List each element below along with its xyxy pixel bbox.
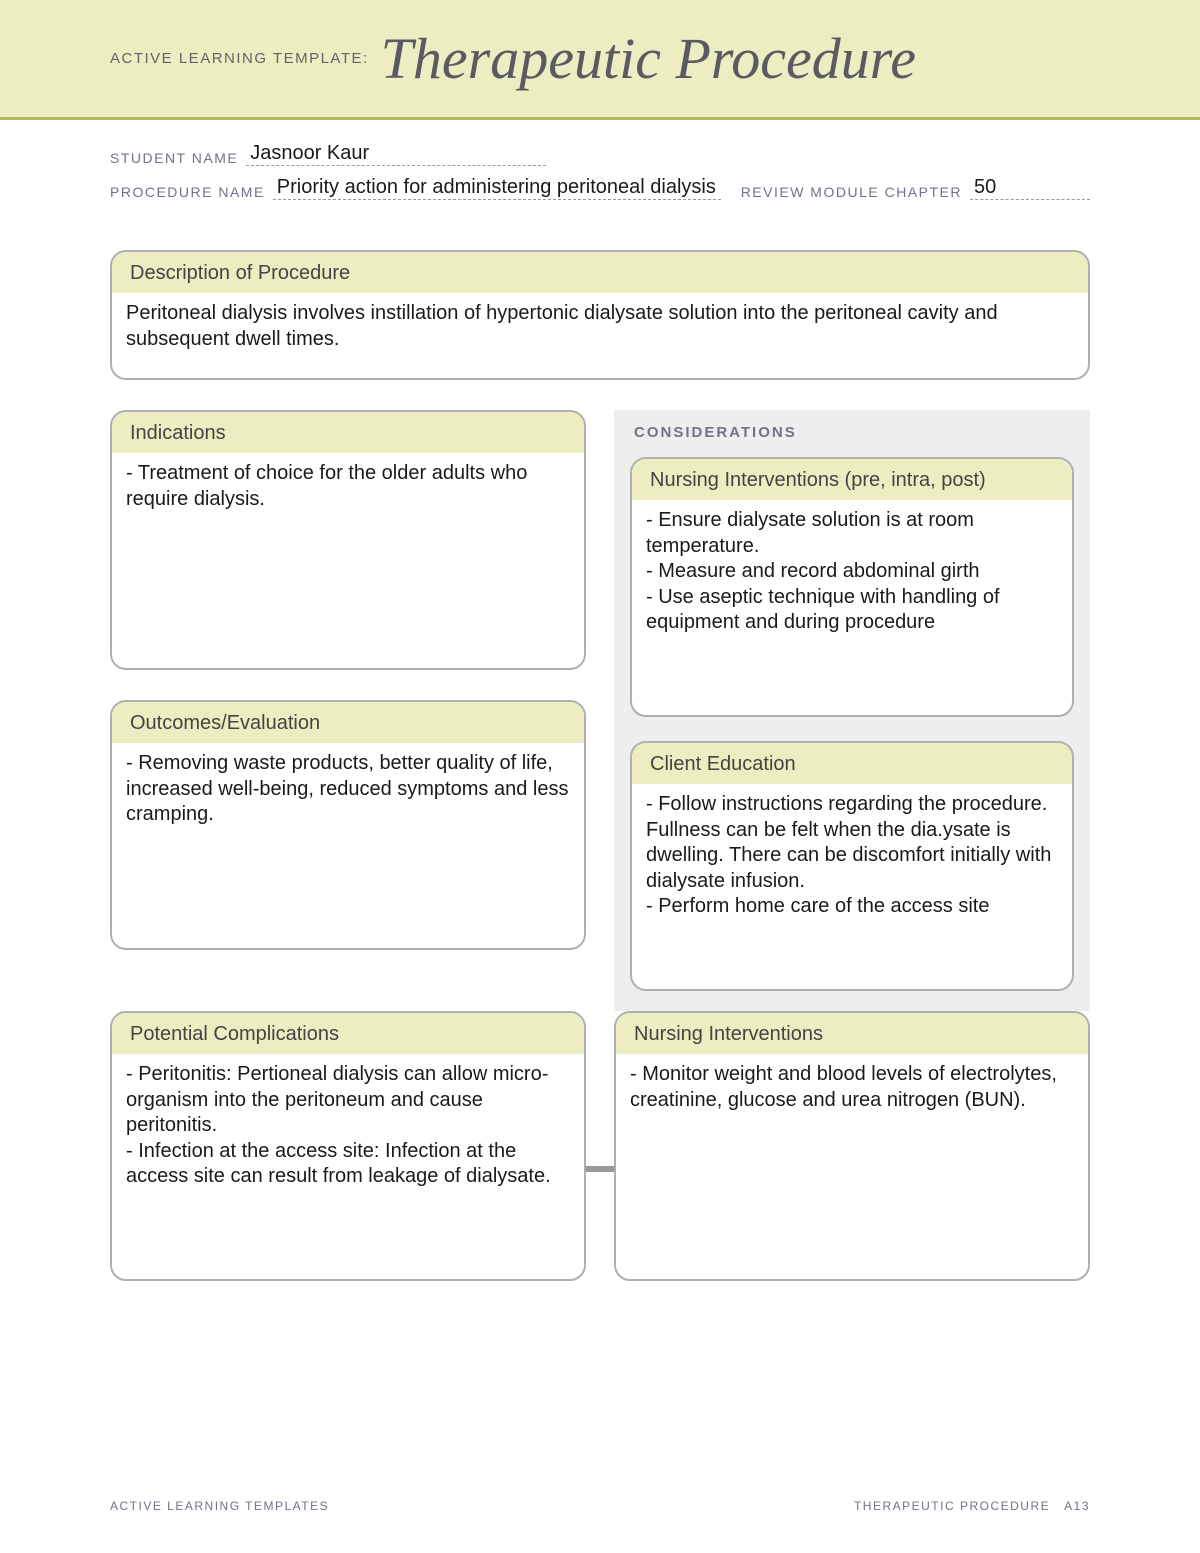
considerations-title: CONSIDERATIONS [630, 424, 1074, 441]
footer-right: THERAPEUTIC PROCEDURE A13 [854, 1499, 1090, 1513]
student-name-row: STUDENT NAME Jasnoor Kaur [110, 142, 1090, 166]
nursing-interventions-bottom-body: - Monitor weight and blood levels of ele… [616, 1054, 1088, 1127]
nursing-interventions-pip-body: - Ensure dialysate solution is at room t… [632, 500, 1072, 650]
footer-left: ACTIVE LEARNING TEMPLATES [110, 1499, 329, 1513]
chapter-label: REVIEW MODULE CHAPTER [741, 184, 962, 200]
procedure-name-value: Priority action for administering perito… [273, 176, 721, 200]
left-column: Indications - Treatment of choice for th… [110, 410, 586, 980]
page-footer: ACTIVE LEARNING TEMPLATES THERAPEUTIC PR… [110, 1499, 1090, 1513]
considerations-wrap: CONSIDERATIONS Nursing Interventions (pr… [614, 410, 1090, 1011]
middle-columns: Indications - Treatment of choice for th… [110, 410, 1090, 1011]
right-column: CONSIDERATIONS Nursing Interventions (pr… [614, 410, 1090, 1011]
potential-complications-body: - Peritonitis: Pertioneal dialysis can a… [112, 1054, 584, 1204]
client-education-box: Client Education - Follow instructions r… [630, 741, 1074, 991]
header-title: Therapeutic Procedure [381, 25, 916, 92]
nursing-interventions-pip-header: Nursing Interventions (pre, intra, post) [632, 459, 1072, 500]
bottom-row: Potential Complications - Peritonitis: P… [110, 1011, 1090, 1281]
potential-complications-header: Potential Complications [112, 1013, 584, 1054]
outcomes-header: Outcomes/Evaluation [112, 702, 584, 743]
client-education-body: - Follow instructions regarding the proc… [632, 784, 1072, 934]
header-prefix: ACTIVE LEARNING TEMPLATE: [110, 50, 369, 67]
client-education-header: Client Education [632, 743, 1072, 784]
procedure-name-label: PROCEDURE NAME [110, 184, 265, 200]
nursing-interventions-pip-box: Nursing Interventions (pre, intra, post)… [630, 457, 1074, 717]
student-name-value: Jasnoor Kaur [246, 142, 546, 166]
connector-line [583, 1166, 617, 1172]
description-body: Peritoneal dialysis involves instillatio… [112, 293, 1088, 366]
chapter-value: 50 [970, 176, 1090, 200]
potential-complications-box: Potential Complications - Peritonitis: P… [110, 1011, 586, 1281]
procedure-name-row: PROCEDURE NAME Priority action for admin… [110, 176, 1090, 200]
student-name-label: STUDENT NAME [110, 150, 238, 166]
indications-header: Indications [112, 412, 584, 453]
outcomes-body: - Removing waste products, better qualit… [112, 743, 584, 842]
nursing-interventions-bottom-header: Nursing Interventions [616, 1013, 1088, 1054]
indications-box: Indications - Treatment of choice for th… [110, 410, 586, 670]
nursing-interventions-bottom-box: Nursing Interventions - Monitor weight a… [614, 1011, 1090, 1281]
footer-right-label: THERAPEUTIC PROCEDURE [854, 1499, 1050, 1513]
content-area: Description of Procedure Peritoneal dial… [0, 210, 1200, 1281]
description-header: Description of Procedure [112, 252, 1088, 293]
outcomes-box: Outcomes/Evaluation - Removing waste pro… [110, 700, 586, 950]
header-band: ACTIVE LEARNING TEMPLATE: Therapeutic Pr… [0, 0, 1200, 120]
footer-page-number: A13 [1064, 1499, 1090, 1513]
description-box: Description of Procedure Peritoneal dial… [110, 250, 1090, 380]
meta-section: STUDENT NAME Jasnoor Kaur PROCEDURE NAME… [0, 120, 1200, 200]
indications-body: - Treatment of choice for the older adul… [112, 453, 584, 526]
